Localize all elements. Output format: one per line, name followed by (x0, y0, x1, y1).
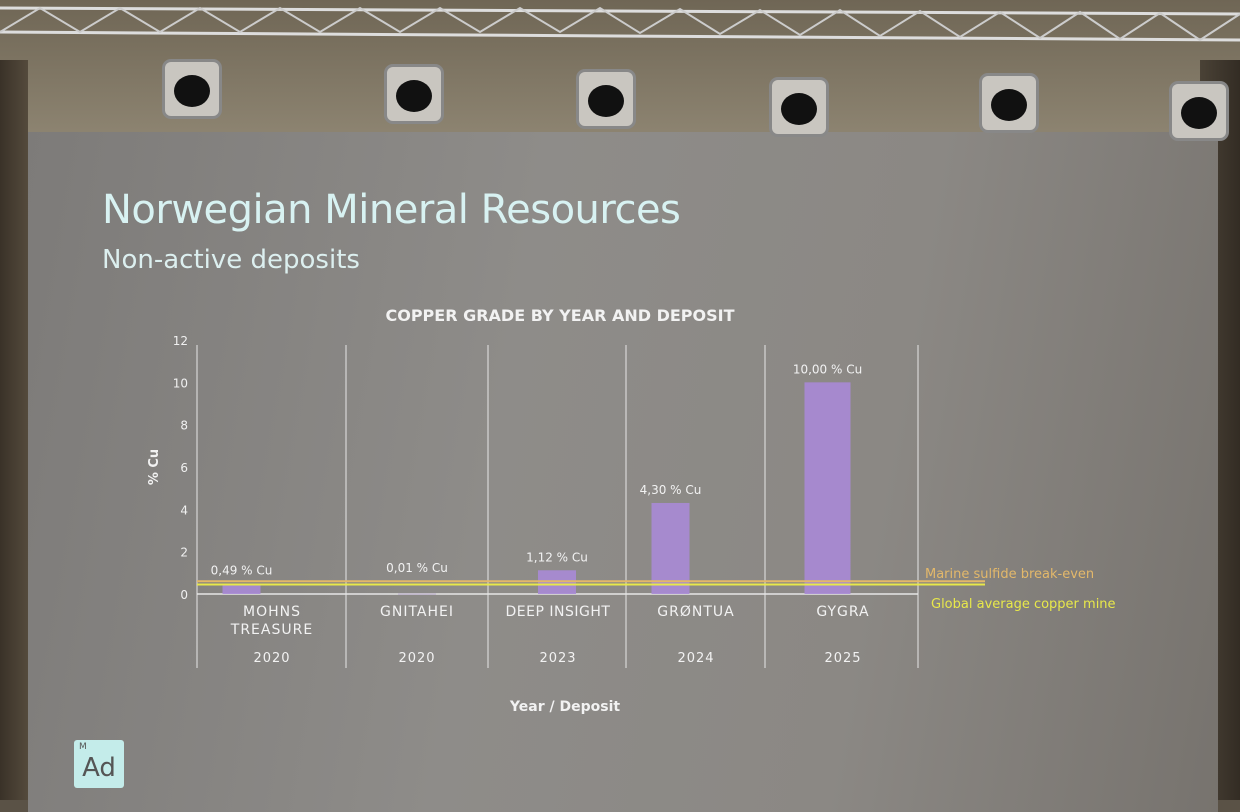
y-tick-label: 8 (180, 419, 188, 433)
spotlight-icon (772, 80, 826, 134)
reference-line-label: Global average copper mine (931, 597, 1116, 612)
category-year: 2023 (539, 651, 577, 666)
data-label: 10,00 % Cu (793, 362, 862, 376)
spotlight-icon (579, 72, 633, 126)
curtain-left (0, 60, 28, 800)
slide-subtitle: Non-active deposits (102, 245, 360, 275)
y-tick-label: 12 (173, 334, 188, 348)
category-label: GYGRA (816, 604, 870, 620)
category-year: 2024 (677, 651, 715, 666)
bar (398, 593, 436, 595)
category-label: MOHNS TREASURE (230, 604, 314, 638)
data-label: 1,12 % Cu (526, 550, 588, 564)
y-tick-label: 10 (173, 376, 188, 390)
spotlight-icon (1172, 84, 1226, 138)
category-year: 2025 (824, 651, 862, 666)
reference-line-label: Marine sulfide break-even (925, 567, 1094, 582)
data-label: 4,30 % Cu (640, 483, 702, 497)
y-tick-label: 4 (180, 503, 188, 517)
y-tick-label: 6 (180, 461, 188, 475)
category-label: GRØNTUA (657, 604, 735, 620)
slide-title: Norwegian Mineral Resources (102, 187, 681, 233)
y-tick-label: 2 (180, 546, 188, 560)
x-axis-label: Year / Deposit (509, 699, 620, 715)
y-tick-label: 0 (180, 588, 188, 602)
projection-screen (28, 132, 1218, 812)
category-label: DEEP INSIGHT (505, 604, 611, 620)
spotlight-icon (165, 62, 219, 116)
category-year: 2020 (398, 651, 436, 666)
logo-superscript: M (79, 742, 87, 752)
bar (651, 502, 690, 594)
category-label: GNITAHEI (380, 604, 454, 620)
logo: M Ad (74, 740, 124, 788)
bar (804, 382, 851, 594)
data-label: 0,49 % Cu (211, 564, 273, 578)
chart-title: COPPER GRADE BY YEAR AND DEPOSIT (385, 306, 734, 325)
data-label: 0,01 % Cu (386, 561, 448, 575)
spotlight-icon (982, 76, 1036, 130)
lighting-truss (0, 6, 1240, 42)
y-axis-label: % Cu (147, 449, 162, 485)
logo-text: Ad (82, 753, 116, 783)
spotlight-icon (387, 67, 441, 121)
bar (222, 583, 261, 594)
category-year: 2020 (253, 651, 291, 666)
